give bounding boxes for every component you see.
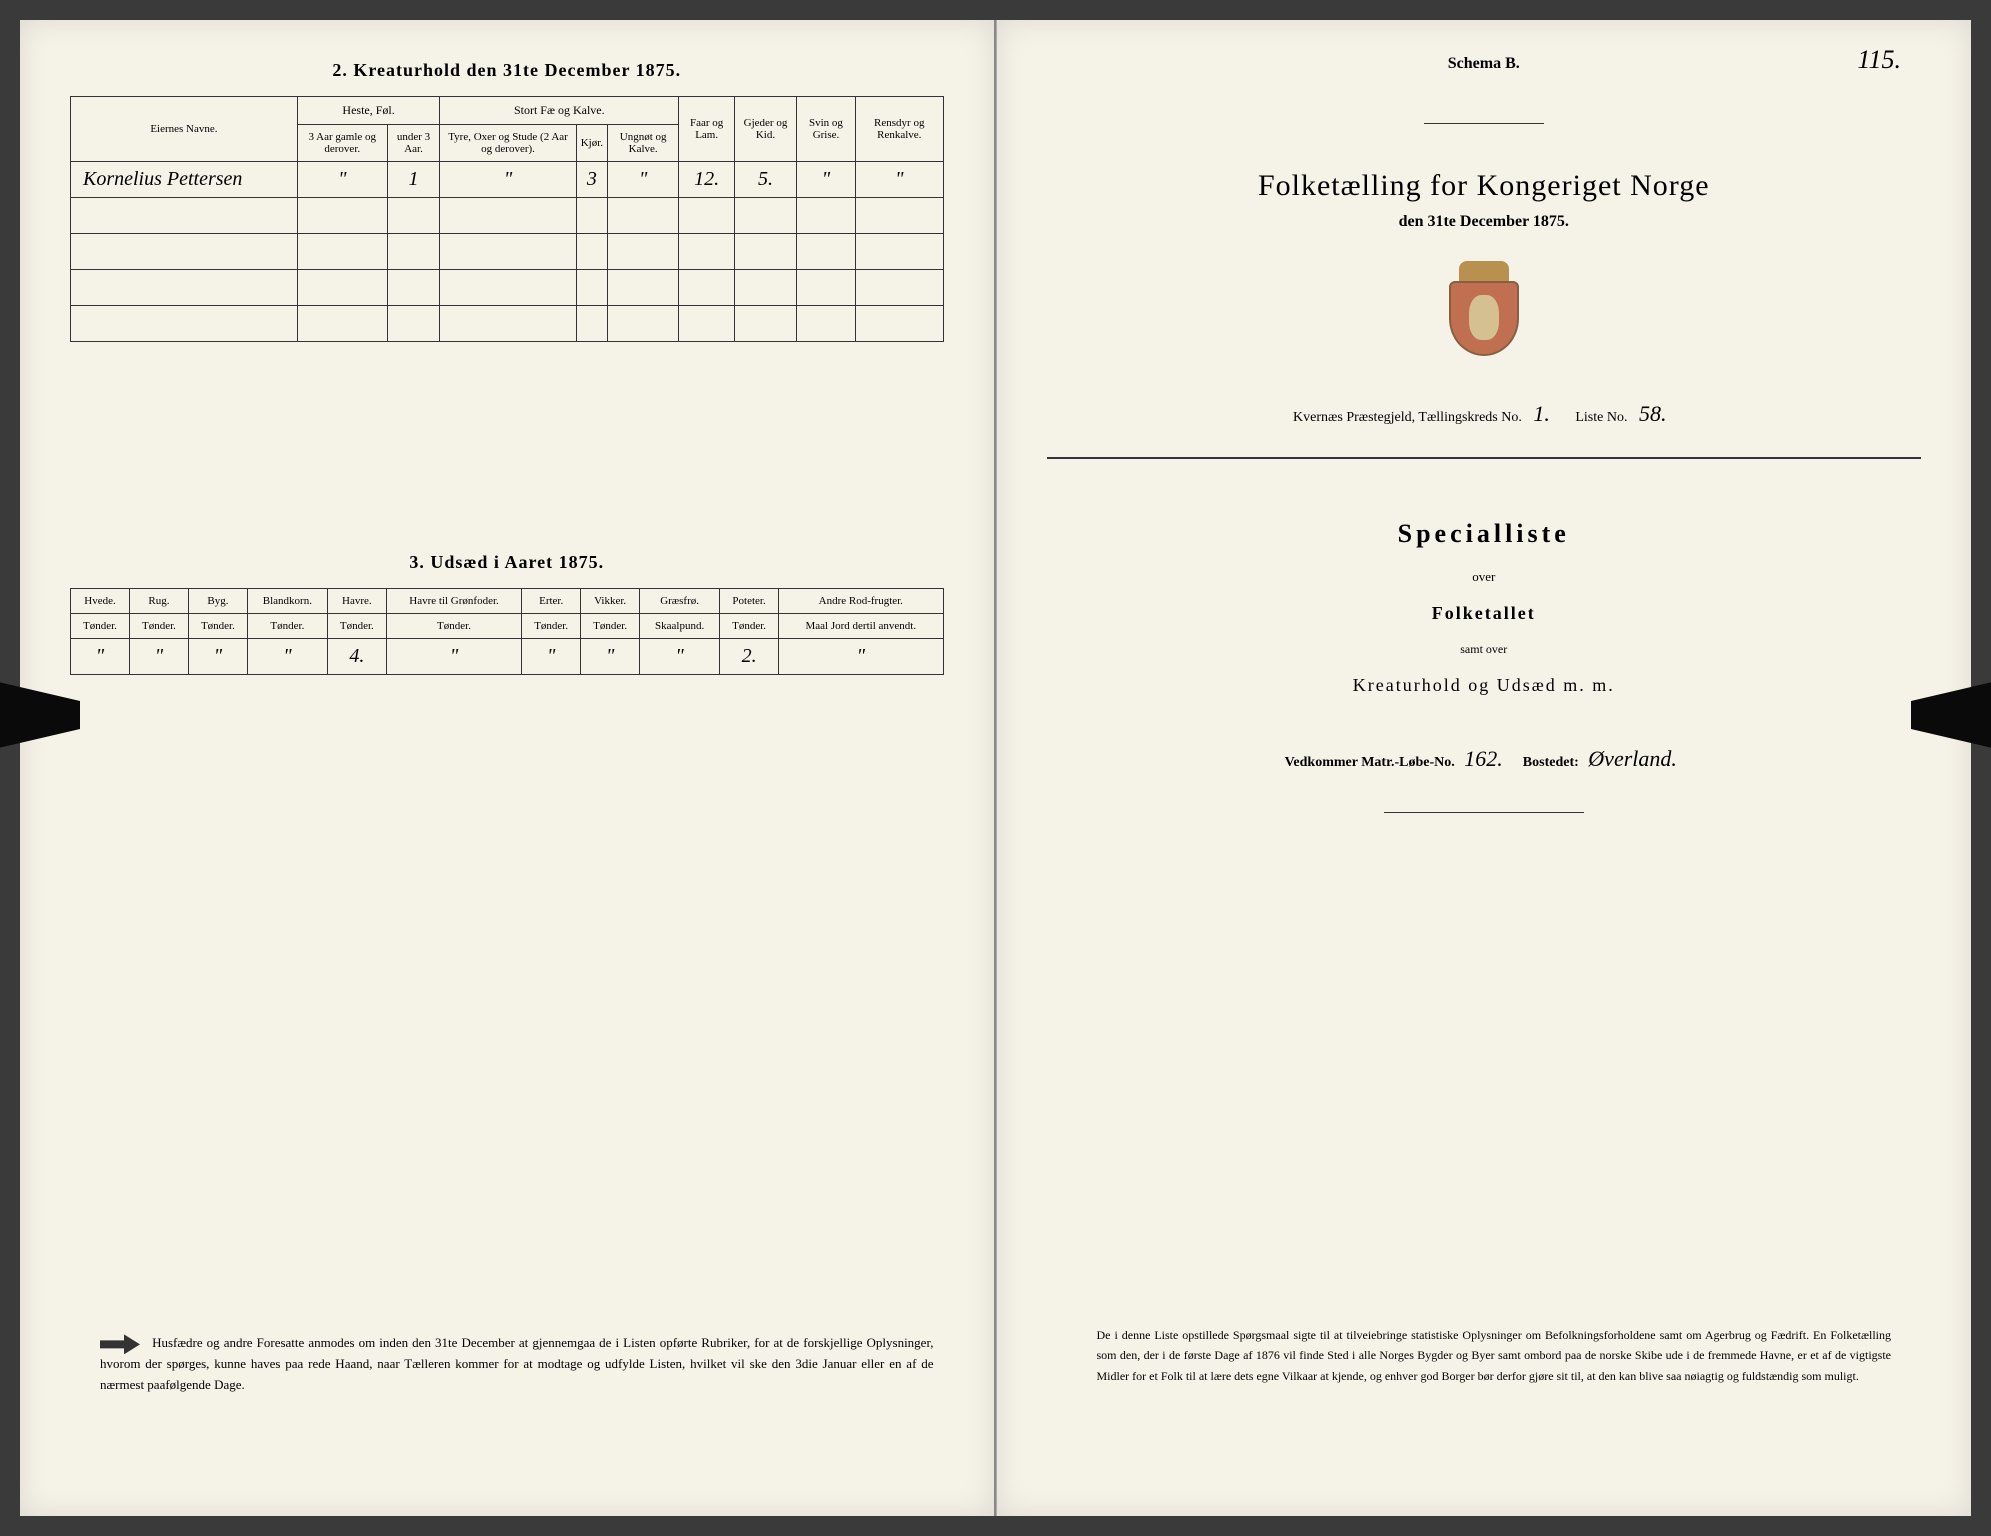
th-reindeer: Rensdyr og Renkalve. xyxy=(856,97,943,162)
unit: Tønder. xyxy=(720,614,779,639)
cell: " xyxy=(522,639,581,675)
main-title: Folketælling for Kongeriget Norge xyxy=(1047,169,1922,203)
cell: " xyxy=(247,639,327,675)
unit: Maal Jord dertil anvendt. xyxy=(779,614,943,639)
unit: Tønder. xyxy=(327,614,386,639)
unit: Skaalpund. xyxy=(640,614,720,639)
th-sheep: Faar og Lam. xyxy=(679,97,735,162)
cell: 12. xyxy=(679,162,735,198)
th: Poteter. xyxy=(720,589,779,614)
cell: " xyxy=(856,162,943,198)
unit: Tønder. xyxy=(129,614,188,639)
book-spread: 2. Kreaturhold den 31te December 1875. E… xyxy=(20,20,1971,1516)
th-horses: Heste, Føl. xyxy=(297,97,440,125)
cell: 4. xyxy=(327,639,386,675)
cell: " xyxy=(188,639,247,675)
th: Havre til Grønfoder. xyxy=(386,589,521,614)
th: Byg. xyxy=(188,589,247,614)
unit: Tønder. xyxy=(188,614,247,639)
th-s1: Tyre, Oxer og Stude (2 Aar og derover). xyxy=(440,125,576,162)
cell: " xyxy=(796,162,855,198)
schema-label: Schema B. xyxy=(1047,55,1922,73)
footer-text: Husfædre og andre Foresatte anmodes om i… xyxy=(100,1335,934,1392)
district-label: Kvernæs Præstegjeld, Tællingskreds No. xyxy=(1293,410,1522,425)
cell: " xyxy=(640,639,720,675)
th-s3: Ungnøt og Kalve. xyxy=(608,125,679,162)
liste-label: Liste No. xyxy=(1575,410,1627,425)
right-page: 115. Schema B. Folketælling for Kongerig… xyxy=(996,20,1972,1516)
right-footer-text: De i denne Liste opstillede Spørgsmaal s… xyxy=(1097,1325,1892,1386)
unit: Tønder. xyxy=(386,614,521,639)
seed-table: Hvede. Rug. Byg. Blandkorn. Havre. Havre… xyxy=(70,588,944,675)
cell: " xyxy=(581,639,640,675)
th-goats: Gjeder og Kid. xyxy=(735,97,797,162)
th-owner: Eiernes Navne. xyxy=(71,97,298,162)
th: Erter. xyxy=(522,589,581,614)
th-h2: under 3 Aar. xyxy=(387,125,440,162)
cell: 1 xyxy=(387,162,440,198)
cell: " xyxy=(386,639,521,675)
cell: 2. xyxy=(720,639,779,675)
coat-of-arms-icon xyxy=(1444,261,1524,361)
cell: " xyxy=(608,162,679,198)
cell: " xyxy=(440,162,576,198)
unit: Tønder. xyxy=(247,614,327,639)
page-number: 115. xyxy=(1857,45,1901,75)
kreaturhold-text: Kreaturhold og Udsæd m. m. xyxy=(1047,675,1922,696)
folketallet-text: Folketallet xyxy=(1047,603,1922,624)
th-pigs: Svin og Grise. xyxy=(796,97,855,162)
matr-number: 162. xyxy=(1464,746,1503,771)
district-number: 1. xyxy=(1533,401,1550,426)
th: Græsfrø. xyxy=(640,589,720,614)
subtitle: den 31te December 1875. xyxy=(1047,213,1922,231)
livestock-table: Eiernes Navne. Heste, Føl. Stort Fæ og K… xyxy=(70,96,944,342)
th-cattle: Stort Fæ og Kalve. xyxy=(440,97,679,125)
unit: Tønder. xyxy=(71,614,130,639)
bostedet-value: Øverland. xyxy=(1588,746,1677,771)
th: Blandkorn. xyxy=(247,589,327,614)
samt-text: samt over xyxy=(1047,642,1922,657)
owner-name: Kornelius Pettersen xyxy=(71,162,298,198)
liste-number: 58. xyxy=(1639,401,1667,426)
th: Hvede. xyxy=(71,589,130,614)
section2-title: 2. Kreaturhold den 31te December 1875. xyxy=(70,60,944,81)
unit: Tønder. xyxy=(581,614,640,639)
th: Havre. xyxy=(327,589,386,614)
th: Vikker. xyxy=(581,589,640,614)
cell: " xyxy=(129,639,188,675)
unit: Tønder. xyxy=(522,614,581,639)
th: Andre Rod-frugter. xyxy=(779,589,943,614)
section3-title: 3. Udsæd i Aaret 1875. xyxy=(70,552,944,573)
pointer-icon xyxy=(100,1334,140,1354)
district-line: Kvernæs Præstegjeld, Tællingskreds No. 1… xyxy=(1047,401,1922,427)
vedkommer-line: Vedkommer Matr.-Løbe-No. 162. Bostedet: … xyxy=(1047,746,1922,772)
th-h1: 3 Aar gamle og derover. xyxy=(297,125,387,162)
divider xyxy=(1047,457,1922,459)
cell: 3 xyxy=(576,162,607,198)
left-page: 2. Kreaturhold den 31te December 1875. E… xyxy=(20,20,996,1516)
th-s2: Kjør. xyxy=(576,125,607,162)
left-footer-note: Husfædre og andre Foresatte anmodes om i… xyxy=(100,1333,934,1396)
cell: " xyxy=(297,162,387,198)
vedkom-label: Vedkommer Matr.-Løbe-No. xyxy=(1285,755,1455,770)
th: Rug. xyxy=(129,589,188,614)
specialliste-title: Specialliste xyxy=(1047,519,1922,549)
cell: " xyxy=(779,639,943,675)
divider xyxy=(1384,812,1584,813)
divider xyxy=(1424,123,1544,124)
cell: 5. xyxy=(735,162,797,198)
bostedet-label: Bostedet: xyxy=(1523,755,1579,770)
over-text: over xyxy=(1047,569,1922,585)
cell: " xyxy=(71,639,130,675)
